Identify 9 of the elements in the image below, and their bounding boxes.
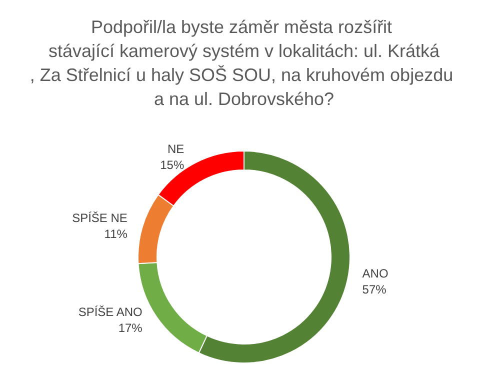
slice-label: SPÍŠE ANO	[78, 304, 142, 319]
chart-title: Podpořil/la byste záměr města rozšířit stávající kamerový systém v lokalitách: ul. Krátká, Za Střelnicí u haly SOŠ SOU, na kruhovém objezdu a na ul. Dobrovského?	[30, 17, 458, 109]
data-label: 15%	[160, 158, 184, 172]
slice-label: NE	[167, 142, 184, 156]
data-label: 11%	[104, 226, 128, 241]
data-label: 17%	[118, 320, 143, 335]
data-label: 57%	[362, 282, 387, 296]
slice-label: SPÍŠE NE	[72, 210, 128, 225]
slice-label: ANO	[362, 266, 388, 280]
